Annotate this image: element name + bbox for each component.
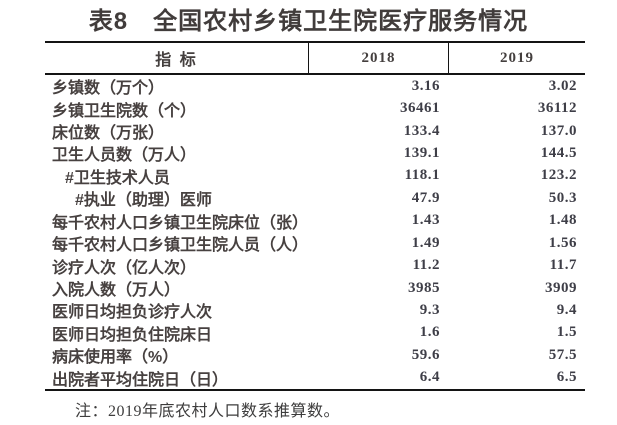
row-value-2019: 123.2 (540, 167, 577, 184)
row-label: 病床使用率（%） (52, 349, 179, 367)
row-value-2019: 50.3 (548, 189, 577, 206)
page-title: 表8 全国农村乡镇卫生院医疗服务情况 (88, 8, 529, 35)
table-row: 每千农村人口乡镇卫生院人员（人） 1.49 1.56 (45, 232, 585, 255)
row-label: 卫生人员数（万人） (52, 147, 197, 165)
header-cell-2019: 2019 (448, 43, 585, 73)
row-value-2018: 1.43 (411, 212, 440, 229)
row-label: 医师日均担负住院床日 (52, 326, 213, 344)
table-row: #卫生技术人员 118.1 123.2 (45, 165, 585, 187)
table-row: 乡镇卫生院数（个） 36461 36112 (45, 97, 585, 120)
row-label: 每千农村人口乡镇卫生院人员（人） (52, 237, 309, 255)
row-label: #执业（助理）医师 (75, 192, 212, 210)
row-value-2019: 1.48 (548, 212, 577, 229)
row-value-2019: 3909 (545, 279, 577, 296)
table-header: 指 标 2018 2019 (45, 41, 585, 75)
table-row: 卫生人员数（万人） 139.1 144.5 (45, 142, 585, 165)
table-row: 床位数（万张） 133.4 137.0 (45, 120, 585, 143)
table-row: 乡镇数（万个） 3.16 3.02 (45, 75, 585, 98)
row-value-2019: 137.0 (540, 122, 577, 139)
row-value-2019: 6.5 (556, 369, 577, 386)
row-value-2018: 3985 (408, 279, 440, 296)
table-row: 每千农村人口乡镇卫生院床位（张） 1.43 1.48 (45, 210, 585, 232)
row-value-2019: 9.4 (556, 301, 577, 318)
row-value-2019: 144.5 (540, 144, 577, 161)
row-label: 床位数（万张） (52, 125, 165, 143)
row-label: 诊疗人次（亿人次） (52, 259, 197, 277)
row-value-2018: 1.6 (419, 324, 440, 341)
row-value-2018: 133.4 (403, 122, 440, 139)
row-value-2018: 1.49 (411, 234, 440, 251)
footnote: 注：2019年底农村人口数系推算数。 (75, 403, 341, 420)
row-label: 每千农村人口乡镇卫生院床位（张） (52, 214, 309, 232)
row-value-2018: 59.6 (411, 346, 440, 363)
row-value-2018: 139.1 (403, 144, 440, 161)
row-value-2018: 118.1 (404, 167, 440, 184)
row-label: 入院人数（万人） (52, 282, 181, 300)
row-value-2019: 36112 (537, 100, 577, 117)
table-row: 病床使用率（%） 59.6 57.5 (45, 344, 585, 367)
row-value-2018: 11.2 (412, 257, 440, 274)
table-row: #执业（助理）医师 47.9 50.3 (45, 187, 585, 210)
row-value-2018: 6.4 (419, 369, 440, 386)
table-row: 诊疗人次（亿人次） 11.2 11.7 (45, 254, 585, 277)
table-row: 出院者平均住院日（日） 6.4 6.5 (45, 366, 585, 389)
row-value-2019: 1.56 (548, 234, 577, 251)
row-value-2018: 9.3 (419, 301, 440, 318)
header-cell-2018: 2018 (308, 43, 448, 73)
row-label: 出院者平均住院日（日） (52, 371, 229, 389)
row-label: 乡镇卫生院数（个） (52, 102, 197, 120)
row-value-2018: 36461 (400, 100, 440, 117)
row-value-2019: 3.02 (548, 77, 577, 94)
row-value-2018: 3.16 (411, 77, 440, 94)
row-label: 乡镇数（万个） (52, 80, 165, 98)
data-table: 指 标 2018 2019 乡镇数（万个） 3.16 3.02 乡镇卫生院数（个… (45, 41, 585, 391)
row-value-2019: 57.5 (548, 346, 577, 363)
row-label: #卫生技术人员 (65, 169, 170, 187)
row-label: 医师日均担负诊疗人次 (52, 304, 213, 322)
header-cell-indicator: 指 标 (155, 52, 198, 69)
table-row: 医师日均担负诊疗人次 9.3 9.4 (45, 299, 585, 322)
row-value-2019: 11.7 (549, 257, 577, 274)
row-value-2019: 1.5 (556, 324, 577, 341)
table-row: 医师日均担负住院床日 1.6 1.5 (45, 322, 585, 344)
table-body: 乡镇数（万个） 3.16 3.02 乡镇卫生院数（个） 36461 36112 … (45, 75, 585, 391)
row-value-2018: 47.9 (411, 189, 440, 206)
table-row: 入院人数（万人） 3985 3909 (45, 277, 585, 300)
